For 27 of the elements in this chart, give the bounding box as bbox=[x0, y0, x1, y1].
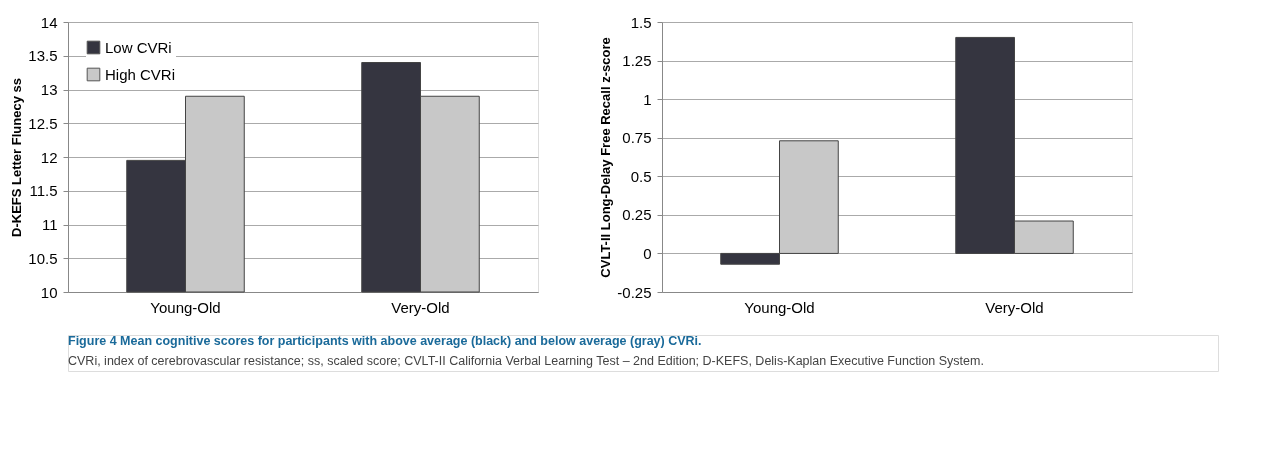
y-tick-label: 12.5 bbox=[28, 114, 58, 132]
y-tick-label: 10 bbox=[40, 283, 58, 301]
y-tick-label: 1 bbox=[643, 90, 652, 108]
y-axis-title: CVLT-II Long-Delay Free Recall z-score bbox=[598, 37, 614, 278]
y-tick-label: 0.5 bbox=[630, 167, 652, 185]
legend-label: Low CVRi bbox=[105, 38, 172, 56]
y-tick-label: 0.25 bbox=[622, 206, 652, 224]
y-tick-label: 0.75 bbox=[622, 129, 652, 147]
x-tick-label: Young-Old bbox=[744, 298, 815, 316]
y-axis-title: D-KEFS Letter Flunecy ss bbox=[9, 78, 25, 237]
text: CVRi, index of cerebrovascular resistance; ss, scaled score; CVLT-II California Verbal Learning Test – 2nd Edition; D-KEFS, Delis-Kaplan Executive Function System. bbox=[68, 354, 984, 368]
y-tick-label: 10.5 bbox=[28, 249, 58, 267]
y-tick-label: 1.25 bbox=[622, 52, 652, 70]
x-tick-label: Very-Old bbox=[985, 298, 1044, 316]
legend-label: High CVRi bbox=[105, 65, 176, 83]
y-tick-label: 14 bbox=[40, 13, 58, 31]
y-tick-label: 11.5 bbox=[29, 182, 58, 200]
x-tick-label: Young-Old bbox=[150, 298, 221, 316]
y-tick-label: -0.25 bbox=[617, 283, 652, 301]
caption: Figure 4 Mean cognitive scores for participants with above average (black) and below average (gray) CVRi. bbox=[68, 334, 702, 348]
y-tick-label: 13.5 bbox=[28, 47, 58, 65]
y-tick-label: 11 bbox=[41, 216, 58, 233]
y-tick-label: 12 bbox=[40, 148, 58, 166]
y-tick-label: 1.5 bbox=[630, 13, 652, 31]
x-tick-label: Very-Old bbox=[391, 298, 450, 316]
y-tick-label: 13 bbox=[40, 81, 58, 98]
y-tick-label: 0 bbox=[643, 244, 652, 262]
